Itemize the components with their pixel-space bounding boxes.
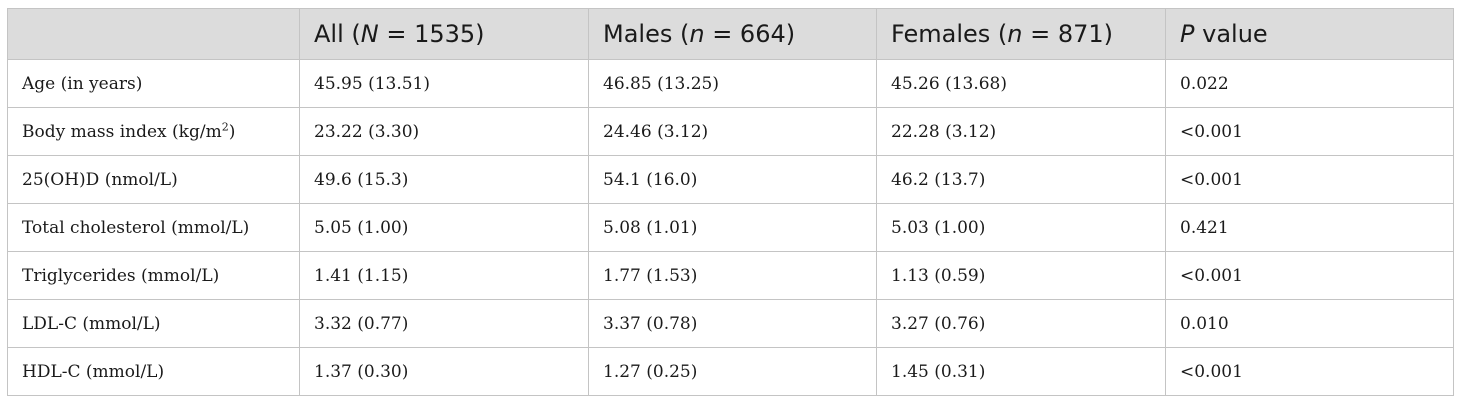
table-row: Triglycerides (mmol/L) 1.41 (1.15) 1.77 … (7, 251, 1454, 300)
table-body: Age (in years) 45.95 (13.51) 46.85 (13.2… (7, 59, 1454, 396)
characteristics-table-container: All (N = 1535) Males (n = 664) Females (… (7, 8, 1454, 396)
table-row: Age (in years) 45.95 (13.51) 46.85 (13.2… (7, 59, 1454, 108)
header-row: All (N = 1535) Males (n = 664) Females (… (7, 8, 1454, 60)
header-cell-males: Males (n = 664) (588, 8, 877, 60)
cell-all: 1.41 (1.15) (299, 251, 589, 300)
cell-females: 22.28 (3.12) (876, 107, 1166, 156)
cell-males: 3.37 (0.78) (588, 299, 877, 348)
characteristics-table: All (N = 1535) Males (n = 664) Females (… (7, 8, 1454, 396)
table-row: Body mass index (kg/m2) 23.22 (3.30) 24.… (7, 107, 1454, 156)
cell-all: 49.6 (15.3) (299, 155, 589, 204)
row-label: 25(OH)D (nmol/L) (7, 155, 300, 204)
row-label: Triglycerides (mmol/L) (7, 251, 300, 300)
header-cell-p-value: P value (1165, 8, 1454, 60)
cell-males: 24.46 (3.12) (588, 107, 877, 156)
cell-all: 45.95 (13.51) (299, 59, 589, 108)
cell-p-value: 0.010 (1165, 299, 1454, 348)
row-label: HDL-C (mmol/L) (7, 347, 300, 396)
header-cell-variable (7, 8, 300, 60)
cell-females: 1.45 (0.31) (876, 347, 1166, 396)
cell-females: 45.26 (13.68) (876, 59, 1166, 108)
table-row: Total cholesterol (mmol/L) 5.05 (1.00) 5… (7, 203, 1454, 252)
cell-all: 3.32 (0.77) (299, 299, 589, 348)
cell-males: 1.77 (1.53) (588, 251, 877, 300)
cell-all: 1.37 (0.30) (299, 347, 589, 396)
table-row: LDL-C (mmol/L) 3.32 (0.77) 3.37 (0.78) 3… (7, 299, 1454, 348)
cell-p-value: <0.001 (1165, 251, 1454, 300)
row-label: Total cholesterol (mmol/L) (7, 203, 300, 252)
cell-males: 1.27 (0.25) (588, 347, 877, 396)
table-row: 25(OH)D (nmol/L) 49.6 (15.3) 54.1 (16.0)… (7, 155, 1454, 204)
cell-females: 46.2 (13.7) (876, 155, 1166, 204)
cell-all: 23.22 (3.30) (299, 107, 589, 156)
cell-females: 1.13 (0.59) (876, 251, 1166, 300)
cell-p-value: 0.421 (1165, 203, 1454, 252)
cell-males: 54.1 (16.0) (588, 155, 877, 204)
cell-p-value: <0.001 (1165, 107, 1454, 156)
cell-all: 5.05 (1.00) (299, 203, 589, 252)
cell-females: 3.27 (0.76) (876, 299, 1166, 348)
cell-p-value: <0.001 (1165, 155, 1454, 204)
row-label: Body mass index (kg/m2) (7, 107, 300, 156)
row-label: LDL-C (mmol/L) (7, 299, 300, 348)
header-cell-all: All (N = 1535) (299, 8, 589, 60)
cell-females: 5.03 (1.00) (876, 203, 1166, 252)
table-row: HDL-C (mmol/L) 1.37 (0.30) 1.27 (0.25) 1… (7, 347, 1454, 396)
cell-p-value: <0.001 (1165, 347, 1454, 396)
cell-males: 46.85 (13.25) (588, 59, 877, 108)
table-header: All (N = 1535) Males (n = 664) Females (… (7, 8, 1454, 60)
cell-p-value: 0.022 (1165, 59, 1454, 108)
row-label: Age (in years) (7, 59, 300, 108)
header-cell-females: Females (n = 871) (876, 8, 1166, 60)
cell-males: 5.08 (1.01) (588, 203, 877, 252)
